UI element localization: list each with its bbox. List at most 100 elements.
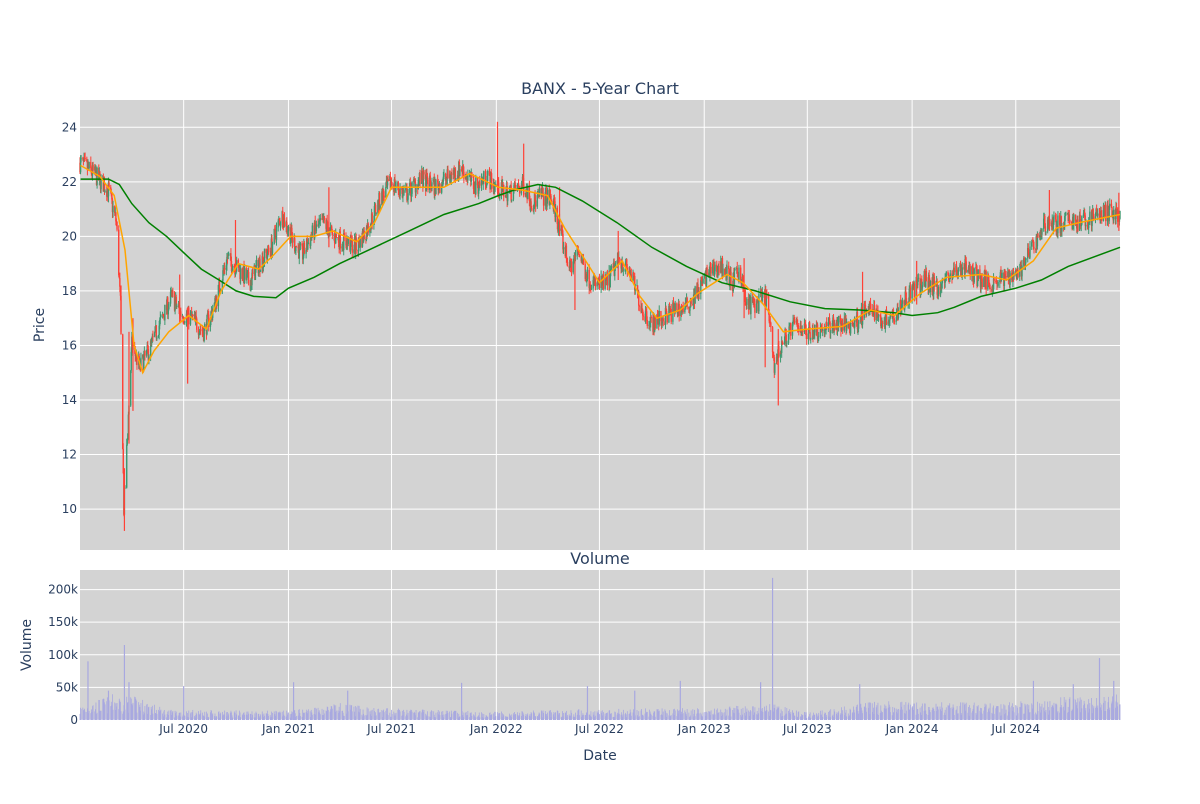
candle-body [126, 438, 128, 445]
chart-title: BANX - 5-Year Chart [521, 79, 679, 98]
candle-body [282, 211, 284, 227]
candle-body [783, 341, 786, 345]
candle-body [319, 218, 322, 221]
candle-body [734, 269, 736, 271]
candle-body [949, 273, 951, 279]
candle-body [1115, 207, 1117, 219]
candle-body [1095, 209, 1097, 215]
candle-body [629, 269, 631, 278]
candle-body [828, 317, 831, 323]
candle-body [900, 308, 902, 313]
candle-body [784, 328, 786, 342]
candle-body [401, 188, 403, 190]
candle-body [144, 350, 146, 356]
candle-body [251, 272, 254, 274]
candle-body [546, 189, 549, 200]
candle-body [206, 314, 208, 335]
candle-body [718, 265, 720, 273]
candle-body [514, 182, 516, 189]
candle-body [888, 320, 891, 324]
candle-body [912, 286, 914, 289]
candle-body [700, 279, 703, 281]
candle-body [566, 261, 569, 267]
candle-body [1086, 224, 1089, 227]
candle-body [750, 296, 752, 314]
candle-body [871, 309, 873, 314]
candle-body [919, 289, 922, 294]
candle-body [426, 176, 429, 181]
candle-body [702, 278, 704, 284]
candle-body [221, 280, 224, 290]
candle-body [234, 273, 237, 275]
date-tick-label: Jul 2020 [158, 722, 208, 736]
candle-body [439, 184, 441, 193]
candle-body [873, 305, 876, 321]
candle-body [1024, 260, 1027, 267]
candle-body [767, 295, 770, 314]
volume-tick-label: 50k [56, 680, 78, 694]
candle-body [1032, 240, 1035, 247]
date-tick-label: Jan 2021 [261, 722, 315, 736]
candle-body [479, 181, 481, 186]
candle-body [313, 221, 316, 239]
candle-body [459, 169, 461, 177]
candle-body [1093, 216, 1095, 220]
candle-body [436, 180, 439, 183]
candle-body [516, 184, 519, 191]
candle-body [561, 229, 564, 234]
candle-body [108, 182, 110, 188]
candle-body [630, 274, 633, 281]
candle-body [604, 277, 606, 289]
candle-body [1068, 214, 1071, 220]
candle-body [417, 180, 420, 190]
candle-body [879, 314, 881, 316]
candle-body [480, 179, 483, 186]
candle-body [394, 187, 397, 190]
candle-body [792, 320, 794, 325]
candle-body [714, 264, 716, 272]
candle-body [550, 200, 553, 202]
date-tick-label: Jan 2023 [677, 722, 731, 736]
candle-body [493, 186, 496, 191]
candle-body [447, 169, 449, 179]
candle-body [935, 282, 937, 287]
candle-body [945, 272, 947, 278]
candle-body [586, 269, 589, 280]
candle-body [1052, 222, 1055, 229]
candle-body [561, 228, 563, 230]
candle-body [358, 238, 360, 244]
candle-body [149, 340, 152, 356]
candle-body [455, 178, 457, 180]
candle-body [997, 282, 999, 286]
candle-body [449, 174, 451, 180]
volume-bars [79, 577, 1121, 720]
candle-body [143, 356, 145, 371]
candle-body [291, 227, 293, 237]
candle-body [367, 223, 369, 233]
candle-body [487, 170, 489, 176]
date-tick-label: Jul 2023 [782, 722, 832, 736]
candle-body [849, 322, 852, 334]
candle-body [657, 315, 659, 324]
candle-body [911, 285, 913, 299]
candle-body [649, 321, 651, 328]
candle-body [1064, 216, 1066, 227]
candle-body [665, 311, 668, 315]
candle-body [250, 280, 252, 291]
candle-body [656, 314, 658, 329]
candle-body [483, 171, 485, 180]
candle-body [1111, 207, 1113, 217]
candle-body [1070, 222, 1073, 224]
candle-body [672, 302, 675, 308]
candle-body [1081, 216, 1083, 225]
candle-body [865, 313, 867, 315]
candle-body [803, 323, 806, 332]
candle-body [180, 311, 182, 317]
candle-body [748, 299, 750, 310]
candle-body [1073, 214, 1075, 226]
candle-body [1054, 215, 1057, 220]
candle-body [765, 293, 768, 307]
candle-body [1029, 246, 1031, 258]
candle-body [821, 327, 823, 331]
candle-body [864, 303, 866, 305]
